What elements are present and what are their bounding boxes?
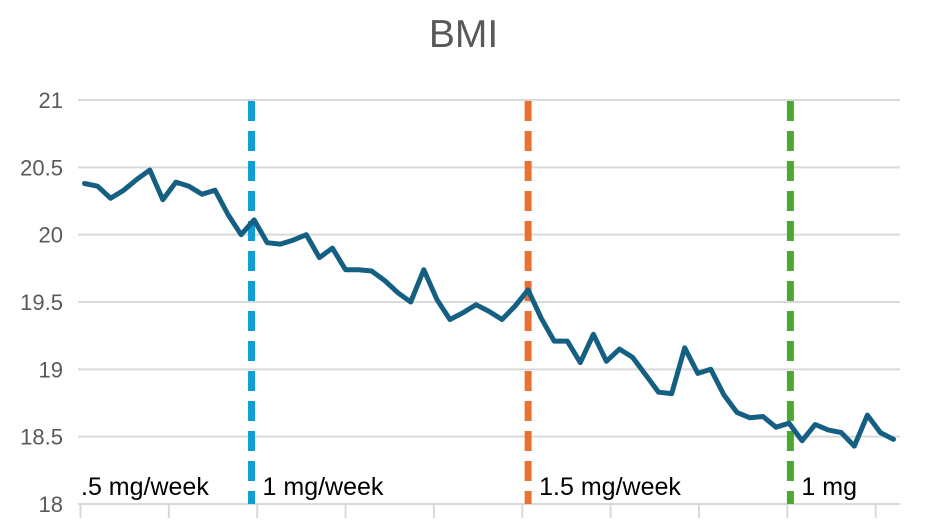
dose-phase-label-4: 1 mg (801, 473, 857, 501)
bmi-series-line (82, 167, 896, 449)
y-axis-tick-label: 19 (39, 357, 63, 382)
y-axis-tick-label: 20.5 (20, 155, 63, 180)
dose-phase-label-3: 1.5 mg/week (539, 473, 681, 501)
dose-phase-label-2: 1 mg/week (262, 473, 384, 501)
y-axis-tick-label: 19.5 (20, 290, 63, 315)
chart-title: BMI (428, 13, 499, 56)
dose-phase-label-1: .5 mg/week (81, 473, 209, 501)
y-axis-tick-label: 18.5 (20, 425, 63, 450)
y-axis-tick-label: 20 (39, 223, 63, 248)
y-axis-tick-label: 21 (39, 88, 63, 113)
y-axis-tick-label: 18 (39, 492, 63, 517)
